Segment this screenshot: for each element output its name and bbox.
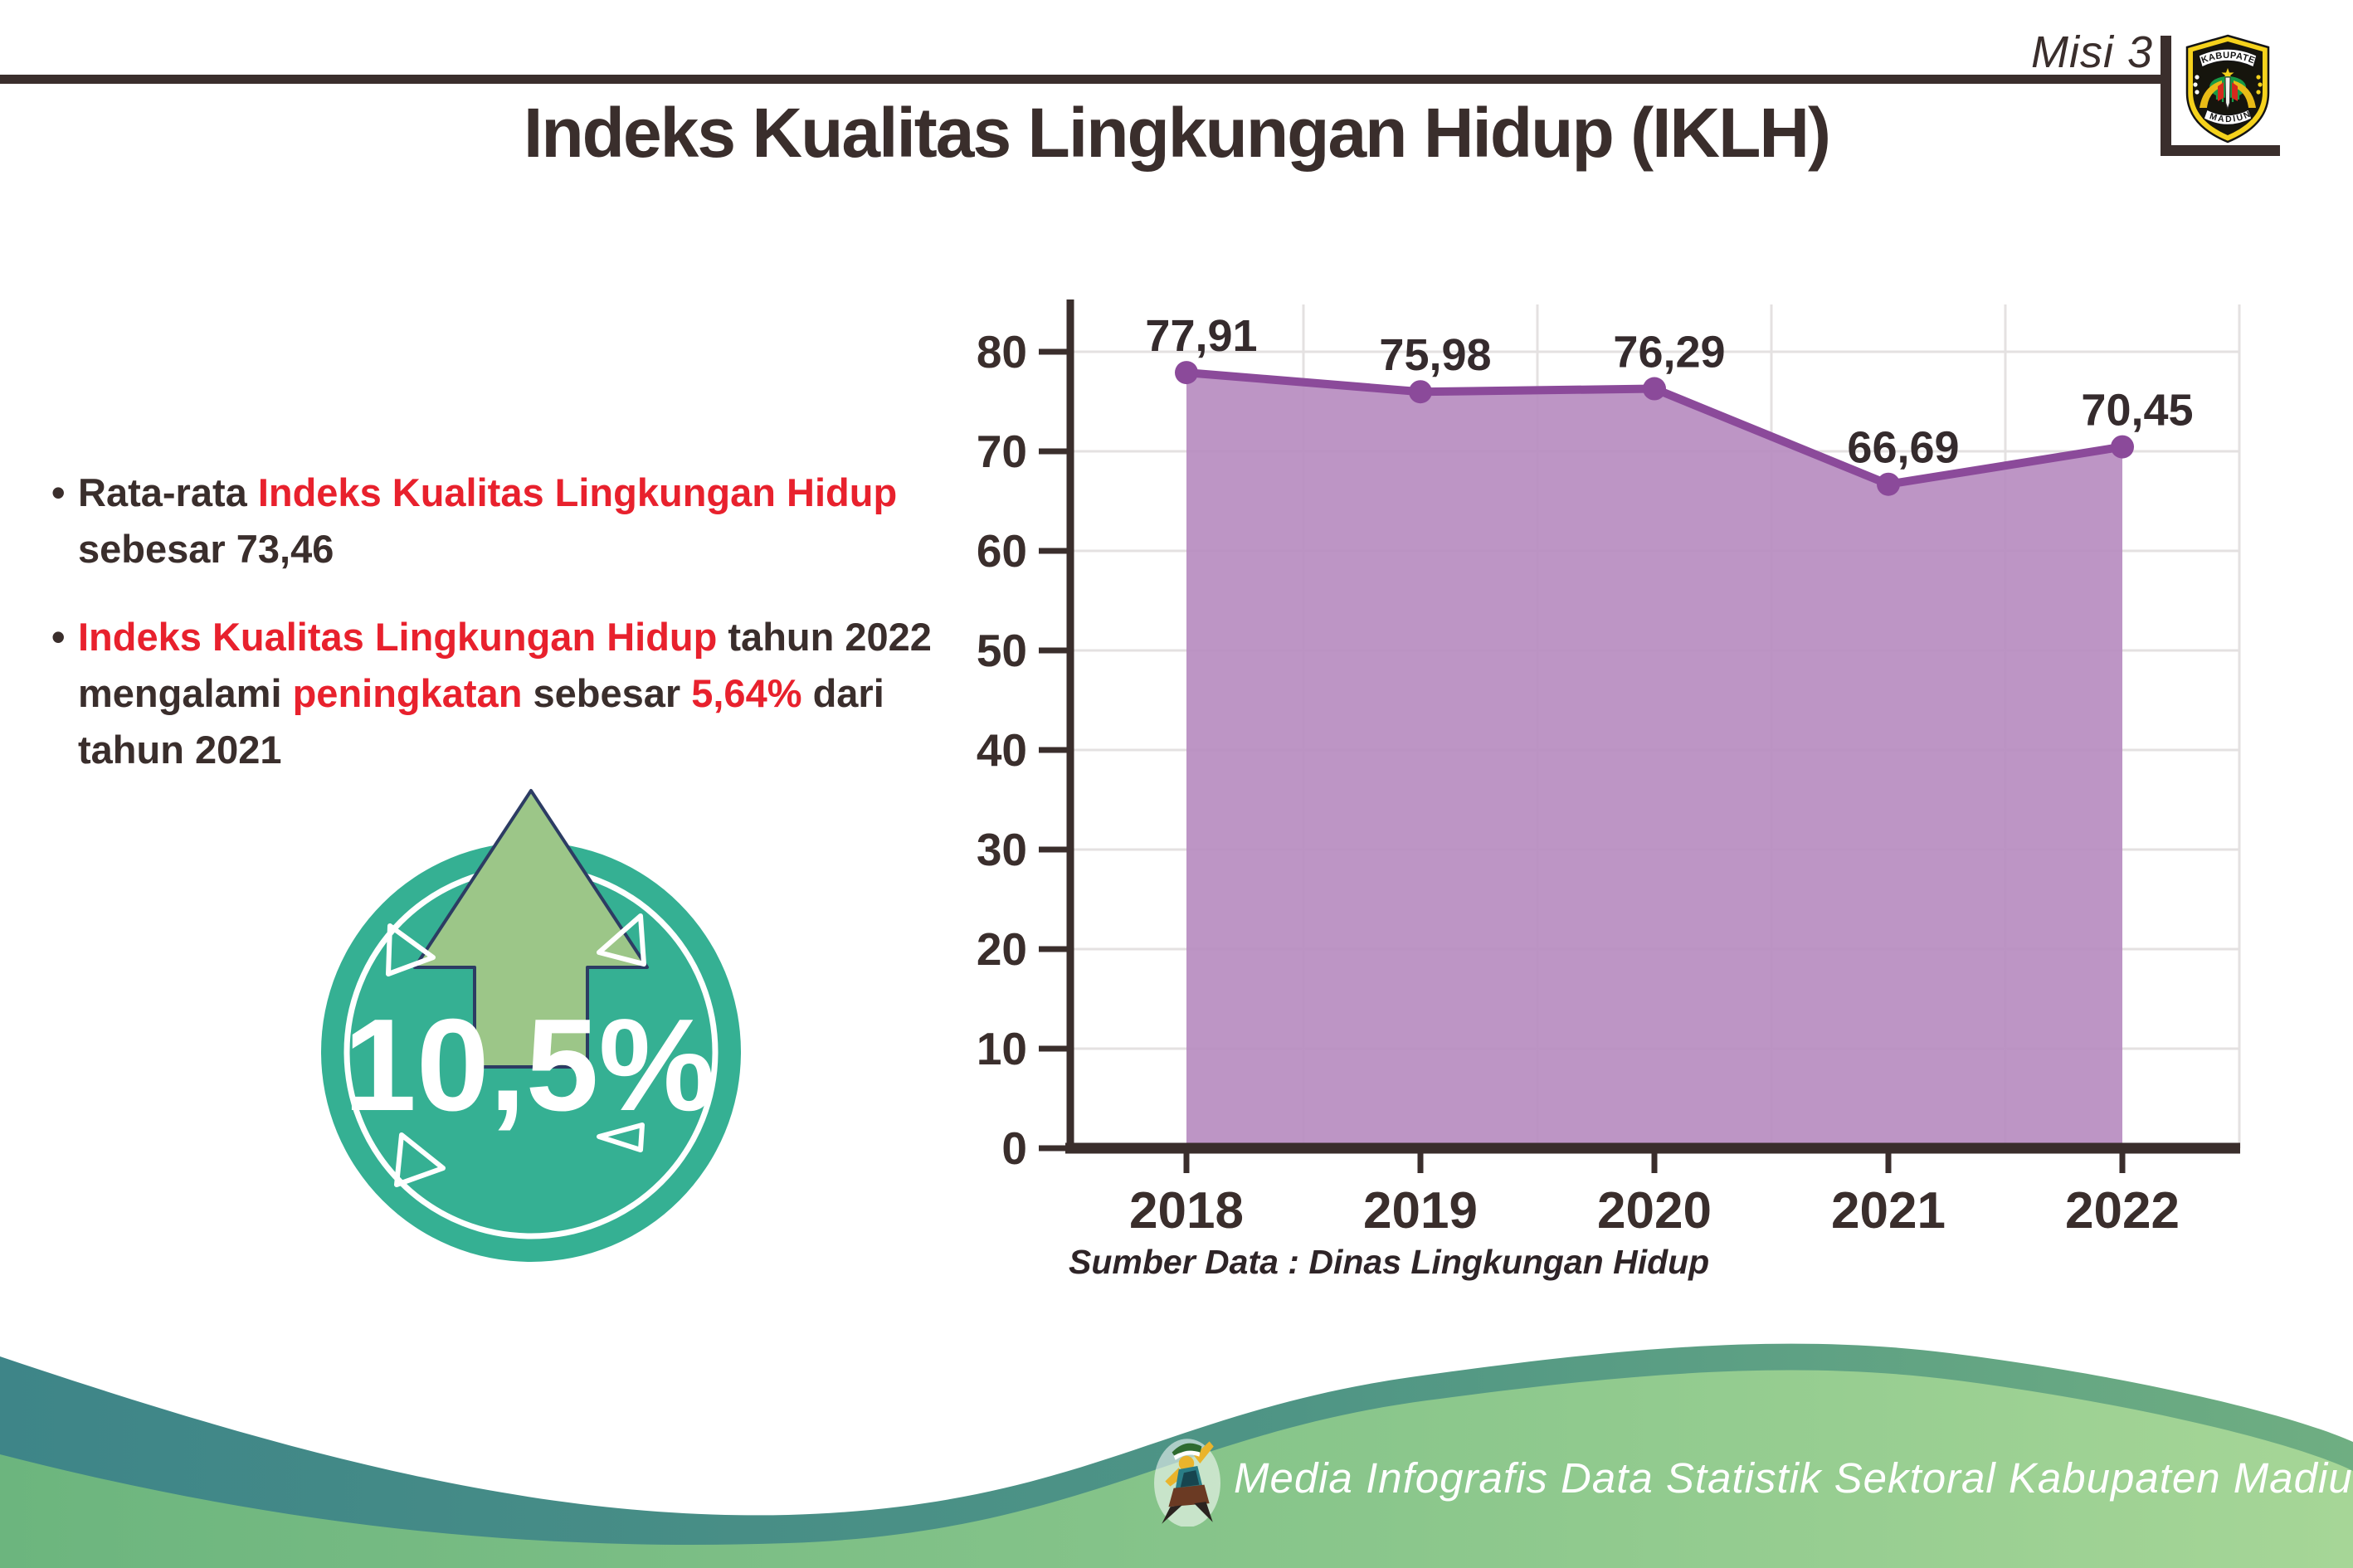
y-axis-tick-label: 20 (977, 923, 1027, 975)
chart-source-note: Sumber Data : Dinas Lingkungan Hidup (1069, 1243, 1710, 1281)
data-point-marker (1175, 361, 1198, 385)
y-axis-tick-label: 10 (977, 1023, 1027, 1074)
logo-bottom-ribbon (2203, 108, 2253, 126)
mascot-skirt (1168, 1484, 1210, 1507)
logo-frame-vertical (2161, 36, 2171, 156)
y-axis-tick-label: 70 (977, 426, 1027, 477)
bullet-item: • Rata-rata Indeks Kualitas Lingkungan Hi… (51, 465, 943, 577)
y-axis-tick-label: 80 (977, 326, 1027, 377)
data-value-label: 66,69 (1847, 423, 1959, 473)
kabupaten-madiun-logo: KABUPATEN MADIUN (2182, 33, 2270, 144)
sparkle-triangle-ne (597, 913, 646, 967)
bullet-text-segment: 5,64% (691, 671, 802, 715)
logo-rice-dot (2256, 75, 2261, 80)
data-value-label: 70,45 (2081, 386, 2193, 436)
data-point-marker (2111, 435, 2134, 459)
data-point-marker (1409, 380, 1432, 404)
bullet-dot: • (51, 470, 66, 514)
statistics-mascot-icon (1154, 1439, 1220, 1527)
bullet-text-segment: peningkatan (292, 671, 523, 715)
logo-top-ribbon (2198, 48, 2258, 69)
x-axis-tick-label: 2018 (1129, 1182, 1244, 1239)
y-axis-tick-label: 50 (977, 625, 1027, 676)
footer-caption: Media Infografis Data Statistik Sektoral… (1234, 1454, 2353, 1502)
logo-cotton-dot (2195, 75, 2200, 80)
logo-cotton-dot (2193, 82, 2198, 87)
bullet-item: • Indeks Kualitas Lingkungan Hidup tahun … (51, 609, 943, 778)
header-rule (0, 75, 2164, 84)
sparkle-triangle-nw (386, 923, 436, 976)
bullet-text-segment: sebesar 73,46 (78, 527, 334, 571)
summary-bullets: • Rata-rata Indeks Kualitas Lingkungan Hi… (51, 465, 943, 810)
data-point-marker (1877, 472, 1900, 496)
bullet-text-segment: Rata-rata (78, 470, 258, 514)
y-axis-tick-label: 40 (977, 724, 1027, 776)
y-axis-tick-label: 30 (977, 824, 1027, 875)
up-arrow-icon (413, 789, 649, 1069)
bullet-text-segment: sebesar (522, 671, 692, 715)
mascot-head (1178, 1455, 1195, 1472)
bullet-text-segment: Indeks Kualitas Lingkungan Hidup (78, 615, 718, 659)
logo-rice-dot (2258, 82, 2263, 87)
x-axis-tick-label: 2022 (2065, 1182, 2180, 1239)
bullet-dot: • (51, 615, 66, 659)
bullet-text-segment: Indeks Kualitas Lingkungan Hidup (257, 470, 898, 514)
bullet-text-segment: tahun 2022 mengalami (78, 615, 932, 715)
sparkle-triangle-se (597, 1122, 645, 1152)
data-value-label: 76,29 (1613, 328, 1725, 377)
x-axis-tick-label: 2019 (1363, 1182, 1478, 1239)
logo-left-red-accent (2218, 82, 2224, 101)
mascot-cap (1172, 1443, 1202, 1458)
logo-left-wing-icon (2200, 80, 2222, 108)
y-axis-tick-label: 60 (977, 525, 1027, 577)
mascot-raised-arm (1194, 1441, 1214, 1463)
logo-star-icon (2221, 68, 2234, 80)
data-value-label: 75,98 (1379, 330, 1491, 380)
x-axis-tick-label: 2021 (1831, 1182, 1946, 1239)
area-fill (1186, 373, 2122, 1148)
data-value-label: 77,91 (1145, 311, 1257, 361)
sparkle-triangle-sw (394, 1132, 446, 1187)
badge-value: 10,5% (343, 992, 715, 1138)
x-axis-tick-label: 2020 (1597, 1182, 1712, 1239)
logo-right-wing-icon (2234, 80, 2256, 108)
logo-right-red-accent (2232, 82, 2238, 101)
iklh-area-chart: 0 10 20 30 40 50 60 70 80 2018 2019 2020 2021 2022 77,… (977, 299, 2241, 1239)
mascot-left-leg (1162, 1505, 1182, 1524)
mascot-sash (1180, 1470, 1200, 1488)
y-axis-tick-label: 0 (1001, 1122, 1027, 1174)
logo-cotton-dot (2195, 90, 2200, 95)
bullet-text-segment: dari tahun 2021 (78, 671, 884, 772)
mission-label: Misi 3 (2031, 27, 2154, 77)
mascot-cap-brim (1173, 1450, 1201, 1460)
data-point-marker (1643, 377, 1666, 401)
logo-frame-horizontal (2161, 145, 2280, 156)
mascot-right-leg (1194, 1502, 1213, 1522)
increase-badge: 10,5% (321, 789, 741, 1262)
logo-keris-icon (2224, 76, 2231, 110)
logo-rice-dot (2256, 90, 2261, 95)
page-title: Indeks Kualitas Lingkungan Hidup (IKLH) (523, 94, 1831, 172)
